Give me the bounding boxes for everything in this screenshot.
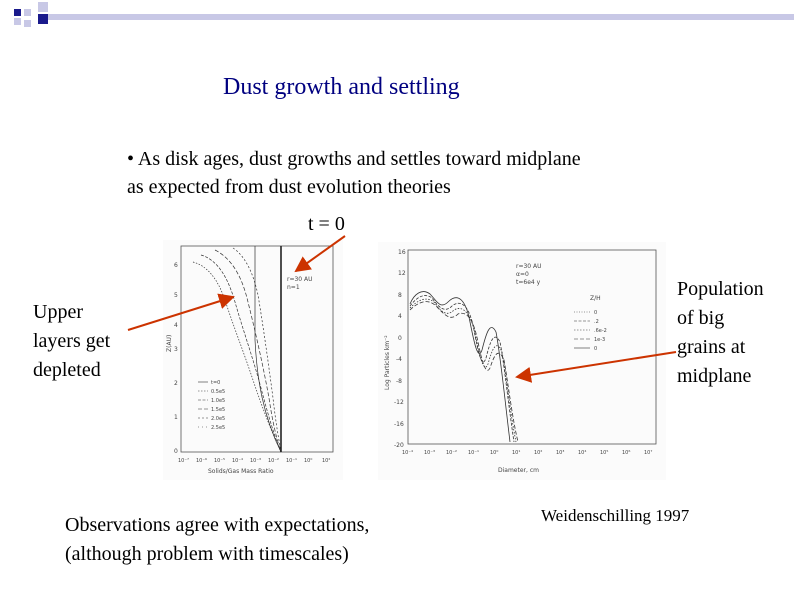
- right-legend-entry: 0: [594, 346, 597, 352]
- right-xtick: 10⁻²: [446, 450, 457, 456]
- settling-profile-plot: 0 1 2 3 4 5 6 Z(AU) 10⁻⁷ 10⁻⁶ 10⁻⁵ 10⁻⁴ …: [163, 240, 343, 480]
- right-legend-entry: .2: [594, 319, 599, 325]
- big-grains-line: Population: [677, 278, 764, 300]
- right-annotation: t=6e4 y: [516, 279, 541, 286]
- upper-layers-line: depleted: [33, 359, 101, 381]
- left-plot-frame: [180, 245, 334, 453]
- bullet-text: • As disk ages, dust growths and settles…: [127, 145, 581, 201]
- left-ytick: 0: [174, 448, 178, 455]
- upper-layers-line: Upper: [33, 301, 83, 323]
- right-ytick: 8: [398, 292, 402, 299]
- left-ytick: 1: [174, 414, 178, 421]
- left-xtick: 10²: [322, 458, 330, 464]
- right-annotation: r=30 AU: [516, 263, 542, 270]
- right-distribution-curve: [409, 298, 517, 443]
- left-legend-entry: 0.5e5: [211, 389, 225, 395]
- left-xlabel: Solids/Gas Mass Ratio: [208, 468, 274, 475]
- right-distribution-curve: [409, 295, 515, 443]
- left-xtick: 10⁻⁷: [178, 458, 189, 464]
- slide-title: Dust growth and settling: [223, 74, 460, 100]
- left-xtick: 10⁻⁴: [232, 458, 243, 464]
- left-legend-entry: 2.5e5: [211, 425, 225, 431]
- big-grains-line: of big: [677, 307, 725, 329]
- left-annotation: r=30 AU: [287, 276, 313, 283]
- right-ytick: -20: [394, 442, 404, 449]
- left-profile-curve: [200, 254, 282, 453]
- right-xtick: 10¹: [512, 450, 520, 456]
- big-grains-line: grains at: [677, 336, 746, 358]
- left-ylabel: Z(AU): [166, 335, 173, 352]
- right-ytick: 4: [398, 313, 402, 320]
- bullet-line-1: • As disk ages, dust growths and settles…: [127, 148, 581, 170]
- left-xtick: 10⁻³: [250, 458, 261, 464]
- right-legend-entry: .6e-2: [594, 328, 607, 334]
- left-ytick: 4: [174, 322, 178, 329]
- upper-layers-label: Upper layers get depleted: [33, 298, 110, 385]
- right-xtick: 10⁶: [622, 450, 630, 456]
- observations-line-1: Observations agree with expectations,: [65, 514, 370, 536]
- left-ytick: 2: [174, 380, 178, 387]
- left-xtick: 10⁻⁵: [214, 458, 225, 464]
- upper-layers-line: layers get: [33, 330, 111, 352]
- right-plot-frame: [407, 249, 657, 445]
- left-xtick: 10⁻¹: [286, 458, 297, 464]
- right-ylabel: Log Particles km⁻²: [384, 335, 391, 390]
- right-xtick: 10⁴: [578, 450, 586, 456]
- right-ytick: -4: [396, 356, 402, 363]
- right-xtick: 10⁻³: [424, 450, 435, 456]
- left-ytick: 6: [174, 262, 178, 269]
- time-label: t = 0: [308, 213, 345, 235]
- left-xtick: 10⁻²: [268, 458, 279, 464]
- right-ytick: -8: [396, 378, 402, 385]
- left-profile-curve: [254, 246, 282, 453]
- observations-line-2: (although problem with timescales): [65, 543, 349, 565]
- left-legend-entry: t=0: [211, 380, 220, 386]
- left-legend-entry: 2.0e5: [211, 416, 225, 422]
- right-xtick: 10⁷: [644, 450, 652, 456]
- right-distribution-curve: [409, 291, 511, 443]
- right-legend-entry: 1e-3: [594, 337, 605, 343]
- right-xtick: 10³: [556, 450, 564, 456]
- right-annotation: α=0: [516, 271, 529, 278]
- right-legend-entry: 0: [594, 310, 597, 316]
- right-xtick: 10⁵: [600, 450, 608, 456]
- right-legend-title: Z/H: [590, 295, 601, 302]
- right-xtick: 10²: [534, 450, 542, 456]
- left-ytick: 3: [174, 346, 178, 353]
- right-xtick: 10⁻⁴: [402, 450, 413, 456]
- right-ytick: -12: [394, 399, 404, 406]
- big-grains-line: midplane: [677, 365, 752, 387]
- right-xtick: 10⁻¹: [468, 450, 479, 456]
- right-ytick: -16: [394, 421, 404, 428]
- right-xlabel: Diameter, cm: [498, 467, 539, 474]
- left-xtick: 10⁻⁶: [196, 458, 207, 464]
- left-ytick: 5: [174, 292, 178, 299]
- left-profile-curve: [192, 261, 282, 453]
- observations-note: Observations agree with expectations, (a…: [65, 511, 369, 569]
- bullet-line-2: as expected from dust evolution theories: [127, 176, 451, 198]
- big-grains-label: Population of big grains at midplane: [677, 275, 764, 391]
- left-xtick: 10⁰: [304, 458, 312, 464]
- right-xtick: 10⁰: [490, 450, 498, 456]
- left-legend-entry: 1.0e5: [211, 398, 225, 404]
- right-ytick: 0: [398, 335, 402, 342]
- left-annotation: n=1: [287, 284, 300, 291]
- right-ytick: 12: [398, 270, 406, 277]
- right-ytick: 16: [398, 249, 406, 256]
- size-distribution-plot: 16 12 8 4 0 -4 -8 -12 -16 -20 Log Partic…: [378, 242, 666, 480]
- left-legend-entry: 1.5e5: [211, 407, 225, 413]
- header-decoration: [14, 2, 794, 27]
- left-profile-curve: [214, 249, 282, 453]
- citation: Weidenschilling 1997: [541, 506, 690, 525]
